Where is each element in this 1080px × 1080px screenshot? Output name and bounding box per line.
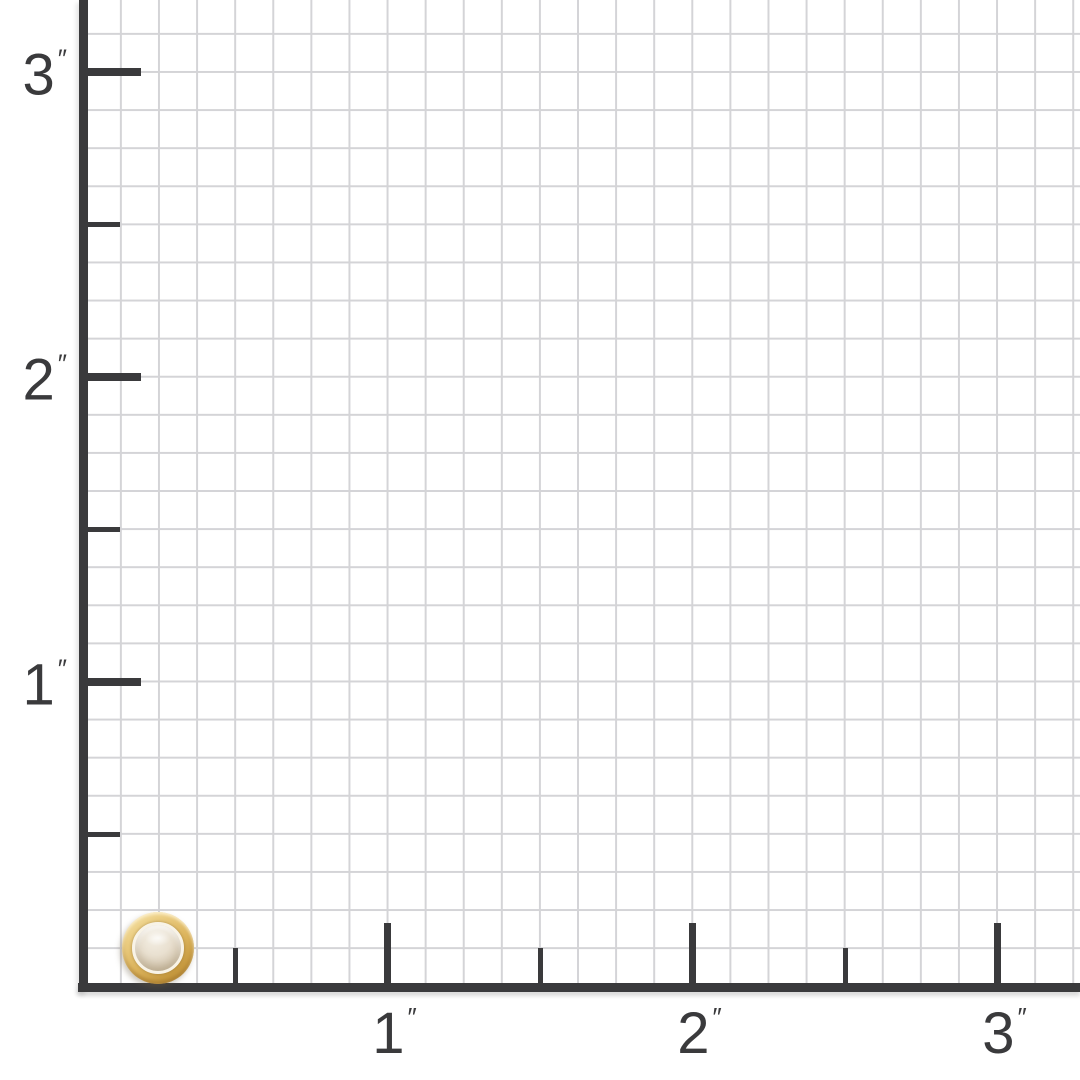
stone-highlight [145,929,171,947]
y-axis-label-2in: 2 ″ [0,347,68,413]
x-minor-tick-1p5in [538,948,543,983]
y-minor-tick-2p5in [82,222,120,227]
y-minor-tick-1p5in [82,527,120,532]
graph-paper-grid [88,0,1080,983]
x-axis-label-1in: 1 ″ [372,1001,417,1066]
y-label-2-unit: ″ [57,348,67,379]
x-label-1-value: 1 [372,1001,405,1066]
y-axis-label-1in: 1 ″ [0,652,68,718]
y-label-3-value: 3 [22,42,55,108]
y-major-tick-3in [82,68,141,76]
y-label-1-value: 1 [22,652,55,718]
x-label-1-unit: ″ [407,1002,417,1032]
x-label-3-unit: ″ [1017,1002,1027,1032]
y-axis-bar [79,0,88,992]
product-stud [122,912,194,984]
x-major-tick-2in [689,923,696,983]
y-major-tick-1in [82,678,141,686]
x-axis-bar [78,983,1080,992]
x-major-tick-1in [384,923,391,983]
y-label-1-unit: ″ [57,653,67,684]
y-axis-label-3in: 3 ″ [0,42,68,108]
y-major-tick-2in [82,373,141,381]
y-label-3-unit: ″ [57,43,67,74]
x-label-2-unit: ″ [712,1002,722,1032]
x-axis-label-3in: 3 ″ [982,1001,1027,1066]
x-axis-label-2in: 2 ″ [677,1001,722,1066]
x-label-3-value: 3 [982,1001,1015,1066]
x-major-tick-3in [994,923,1001,983]
x-minor-tick-0p5in [233,948,238,983]
stud-cabochon-stone [132,922,184,974]
y-label-2-value: 2 [22,347,55,413]
x-label-2-value: 2 [677,1001,710,1066]
x-minor-tick-2p5in [843,948,848,983]
y-minor-tick-0p5in [82,832,120,837]
